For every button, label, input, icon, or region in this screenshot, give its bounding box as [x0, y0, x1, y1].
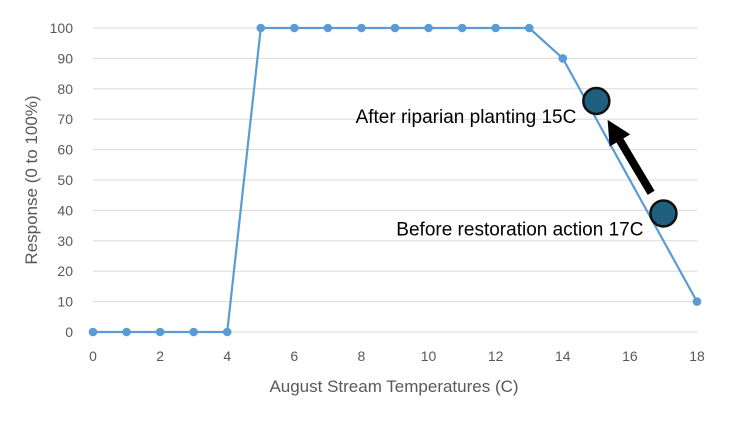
x-tick-label-12: 12	[488, 348, 504, 364]
data-point-11	[457, 23, 467, 33]
highlight-markers: After riparian planting 15C Before restor…	[356, 86, 678, 240]
x-tick-label-0: 0	[89, 348, 97, 364]
highlight-marker-1	[649, 199, 678, 228]
data-point-5	[256, 23, 266, 33]
highlight-marker-0	[582, 86, 611, 116]
y-tick-label-0: 0	[65, 324, 73, 340]
x-tick-label-4: 4	[223, 348, 231, 364]
data-point-9	[390, 23, 400, 33]
y-tick-label-70: 70	[57, 111, 73, 127]
x-tick-label-10: 10	[421, 348, 437, 364]
arrow-annotation	[607, 119, 655, 195]
y-axis-title: Response (0 to 100%)	[22, 95, 41, 264]
y-tick-label-80: 80	[57, 81, 73, 97]
y-tick-label-90: 90	[57, 50, 73, 66]
x-tick-label-16: 16	[622, 348, 638, 364]
gridlines	[93, 27, 697, 333]
data-point-7	[323, 23, 333, 33]
series	[88, 23, 702, 337]
data-point-12	[491, 23, 500, 33]
data-point-6	[290, 23, 299, 33]
data-point-4	[222, 327, 232, 337]
data-point-14	[558, 54, 568, 63]
y-tick-label-60: 60	[57, 142, 73, 158]
x-tick-label-14: 14	[555, 348, 571, 364]
tick-labels: 0 10 20 30 40 50 60 70 80 90 100 0 2 4 6 8 10 12 14 16 18	[50, 20, 705, 364]
highlight-label-0: After riparian planting 15C	[356, 107, 577, 128]
data-point-2	[155, 327, 165, 337]
data-point-8	[357, 23, 366, 33]
x-tick-label-8: 8	[358, 348, 366, 364]
x-tick-label-2: 2	[156, 348, 164, 364]
y-tick-label-10: 10	[57, 294, 73, 310]
data-point-1	[122, 327, 131, 337]
y-tick-label-30: 30	[57, 233, 73, 249]
series-line-0	[93, 26, 698, 334]
data-point-10	[424, 23, 433, 33]
data-point-0	[88, 327, 98, 337]
x-tick-label-6: 6	[290, 348, 298, 364]
y-tick-label-20: 20	[57, 263, 73, 279]
y-tick-label-50: 50	[57, 172, 73, 188]
arrow-shaft	[616, 138, 655, 195]
arrow-head	[607, 119, 631, 147]
highlight-label-1: Before restoration action 17C	[396, 219, 643, 240]
y-tick-label-100: 100	[50, 20, 74, 36]
data-point-13	[524, 23, 534, 33]
data-point-3	[189, 327, 198, 337]
data-point-18	[692, 297, 702, 306]
x-axis-title: August Stream Temperatures (C)	[269, 377, 518, 396]
y-tick-label-40: 40	[57, 202, 73, 218]
x-tick-label-18: 18	[689, 348, 705, 364]
